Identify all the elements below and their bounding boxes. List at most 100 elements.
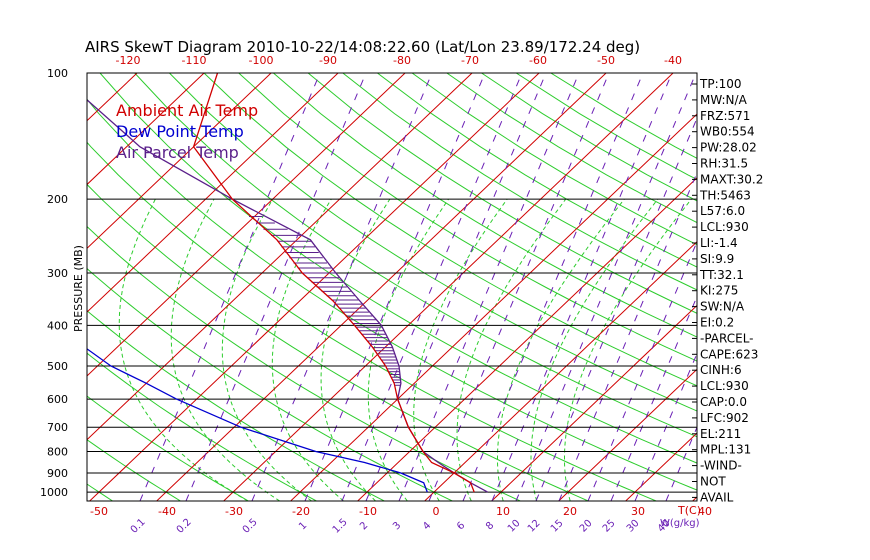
bottom-tick-label: -50 [90, 505, 108, 518]
mixing-ratio-line [365, 73, 547, 501]
moist-adiabat [367, 198, 449, 501]
index-label: PW:28.02 [700, 141, 757, 155]
mixing-ratio-line [558, 171, 697, 501]
air-parcel-temp-line [87, 98, 488, 493]
dry-adiabat [87, 98, 697, 491]
top-tick-label: -80 [393, 54, 411, 67]
top-tick-label: -50 [597, 54, 615, 67]
isotherm [87, 73, 272, 250]
index-label: SW:N/A [700, 300, 745, 314]
legend-entry: Dew Point Temp [116, 122, 244, 141]
index-label: KI:275 [700, 284, 738, 298]
index-label: TP:100 [699, 77, 742, 91]
plot-background [87, 73, 697, 501]
mixing-ratio-line [251, 73, 433, 501]
dry-adiabat [273, 73, 697, 338]
moist-adiabat [118, 198, 249, 501]
index-label: EI:0.2 [700, 316, 734, 330]
x-axis-label: T(C) [677, 504, 701, 517]
mixing-ratio-line [341, 73, 523, 501]
isotherm [87, 73, 406, 377]
y-axis-ticks: 100 200 300 400 500 600 700 800 900 1000 [40, 67, 68, 499]
index-label: FRZ:571 [700, 109, 750, 123]
dry-adiabat [342, 73, 697, 291]
index-label: MW:N/A [700, 93, 748, 107]
isotherm [424, 240, 697, 501]
y-tick-label: 400 [47, 319, 68, 332]
isotherm [290, 113, 697, 501]
dry-adiabat [87, 141, 657, 501]
index-label: CINH:6 [700, 363, 742, 377]
index-label: TH:5463 [699, 188, 751, 202]
isotherm [87, 73, 339, 313]
dry-adiabat [377, 73, 697, 268]
index-label: EL:211 [700, 427, 741, 441]
mixing-ratio-line [428, 73, 610, 501]
y-tick-label: 700 [47, 421, 68, 434]
dry-adiabat [99, 73, 697, 464]
top-temperature-ticks: -120 -110 -100 -90 -80 -70 -60 -50 -40 [116, 54, 682, 67]
mixing-ratio-line [491, 73, 673, 501]
index-label: CAP:0.0 [700, 395, 747, 409]
bottom-tick-label: -40 [158, 505, 176, 518]
top-tick-label: -40 [664, 54, 682, 67]
bottom-tick-label: 10 [496, 505, 510, 518]
index-label: NOT [700, 475, 726, 489]
y-tick-label: 300 [47, 267, 68, 280]
legend: Ambient Air Temp Dew Point Temp Air Parcel… [116, 101, 258, 162]
y-tick-label: 500 [47, 360, 68, 373]
isotherm [87, 73, 473, 441]
mixing-ratio-label: W(g/kg) [660, 518, 700, 529]
index-label: LFC:902 [700, 411, 749, 425]
isotherm [357, 177, 697, 501]
mixing-ratio-line [304, 73, 486, 501]
mixing-ratio-line [398, 73, 580, 501]
dry-adiabat [307, 73, 697, 314]
y-tick-label: 600 [47, 393, 68, 406]
dry-adiabat [169, 73, 697, 412]
bottom-tick-label: 0 [433, 505, 440, 518]
dry-adiabat [87, 183, 589, 501]
mixing-ratio-line [515, 73, 697, 501]
dry-adiabat [87, 225, 521, 501]
mixing-ratio-line [462, 73, 644, 501]
index-label: SI:9.9 [700, 252, 734, 266]
index-label: TT:32.1 [699, 268, 744, 282]
isotherm [89, 73, 540, 501]
dry-adiabat [203, 73, 697, 387]
index-label: AVAIL [700, 490, 734, 504]
mixing-ratio-line [610, 295, 697, 501]
stability-indices: TP:100 MW:N/A FRZ:571 WB0:554 PW:28.02 RH:31.… [692, 77, 763, 504]
moist-adiabat [413, 198, 508, 501]
top-tick-label: -110 [182, 54, 207, 67]
series-layer [87, 73, 488, 493]
ambient-air-temp-line [192, 73, 475, 493]
bottom-tick-label: 30 [631, 505, 645, 518]
bottom-tick-label: -30 [225, 505, 243, 518]
index-label: -PARCEL- [700, 331, 754, 345]
legend-entry: Air Parcel Temp [116, 143, 239, 162]
index-label: MAXT:30.2 [700, 172, 763, 186]
isotherm [558, 368, 697, 501]
top-tick-label: -60 [529, 54, 547, 67]
bottom-tick-label: 40 [698, 505, 712, 518]
moist-adiabat [271, 198, 344, 501]
dry-adiabat [87, 439, 181, 501]
y-tick-label: 800 [47, 446, 68, 459]
isotherm [156, 73, 607, 501]
dry-adiabat [87, 310, 385, 501]
index-label: LI:-1.4 [700, 236, 738, 250]
index-label: -WIND- [700, 459, 742, 473]
top-tick-label: -70 [461, 54, 479, 67]
mixing-ratio-line [634, 352, 697, 501]
y-tick-label: 900 [47, 467, 68, 480]
index-label: MPL:131 [700, 443, 751, 457]
index-label: WB0:554 [700, 125, 755, 139]
moist-adiabat [456, 198, 567, 501]
isotherm [87, 73, 205, 186]
bottom-tick-label: -10 [359, 505, 377, 518]
isotherm [491, 304, 697, 501]
legend-entry: Ambient Air Temp [116, 101, 258, 120]
chart-title: AIRS SkewT Diagram 2010-10-22/14:08:22.6… [85, 38, 640, 56]
dew-point-temp-line [87, 348, 428, 493]
